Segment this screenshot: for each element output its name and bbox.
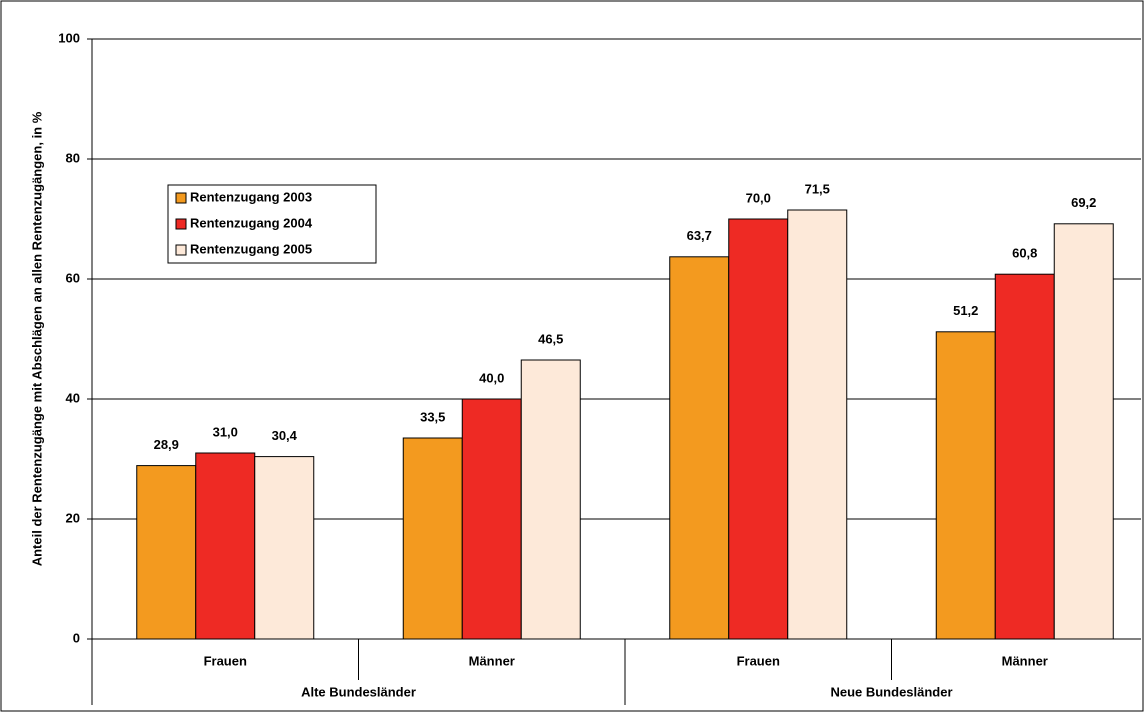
value-label: 63,7 <box>687 228 712 243</box>
bar <box>669 256 730 640</box>
value-label: 70,0 <box>746 190 771 205</box>
x-tick-label: Männer <box>469 653 515 668</box>
value-label: 33,5 <box>420 409 445 424</box>
bar <box>935 331 996 640</box>
legend-label: Rentenzugang 2003 <box>190 189 312 204</box>
bar <box>195 452 256 640</box>
value-label: 31,0 <box>213 424 238 439</box>
bar <box>136 465 197 640</box>
legend-box <box>167 184 377 264</box>
x-tick-label: Frauen <box>737 653 780 668</box>
value-label: 46,5 <box>538 331 563 346</box>
legend-label: Rentenzugang 2004 <box>190 215 313 230</box>
bar <box>254 456 315 640</box>
value-label: 30,4 <box>272 428 298 443</box>
x-tick-label: Frauen <box>204 653 247 668</box>
y-tick-label: 40 <box>66 390 80 405</box>
group-label: Alte Bundesländer <box>301 684 416 699</box>
bar <box>728 218 789 640</box>
value-label: 71,5 <box>805 181 830 196</box>
bar <box>994 273 1055 640</box>
y-tick-label: 60 <box>66 270 80 285</box>
bar <box>402 437 463 640</box>
y-tick-label: 100 <box>58 30 80 45</box>
legend-swatch <box>175 218 187 230</box>
value-label: 40,0 <box>479 370 504 385</box>
bar <box>787 209 848 640</box>
y-tick-label: 20 <box>66 510 80 525</box>
value-label: 28,9 <box>154 437 179 452</box>
bar <box>461 398 522 640</box>
value-label: 69,2 <box>1071 195 1096 210</box>
y-tick-label: 80 <box>66 150 80 165</box>
group-label: Neue Bundesländer <box>830 684 952 699</box>
legend-swatch <box>175 244 187 256</box>
y-tick-label: 0 <box>73 630 80 645</box>
value-label: 60,8 <box>1012 246 1037 261</box>
legend-label: Rentenzugang 2005 <box>190 241 312 256</box>
value-label: 51,2 <box>953 303 978 318</box>
bar <box>520 359 581 640</box>
legend-swatch <box>175 192 187 204</box>
bar <box>1053 223 1114 640</box>
x-tick-label: Männer <box>1002 653 1048 668</box>
y-axis-label: Anteil der Rentenzugänge mit Abschlägen … <box>29 111 44 566</box>
